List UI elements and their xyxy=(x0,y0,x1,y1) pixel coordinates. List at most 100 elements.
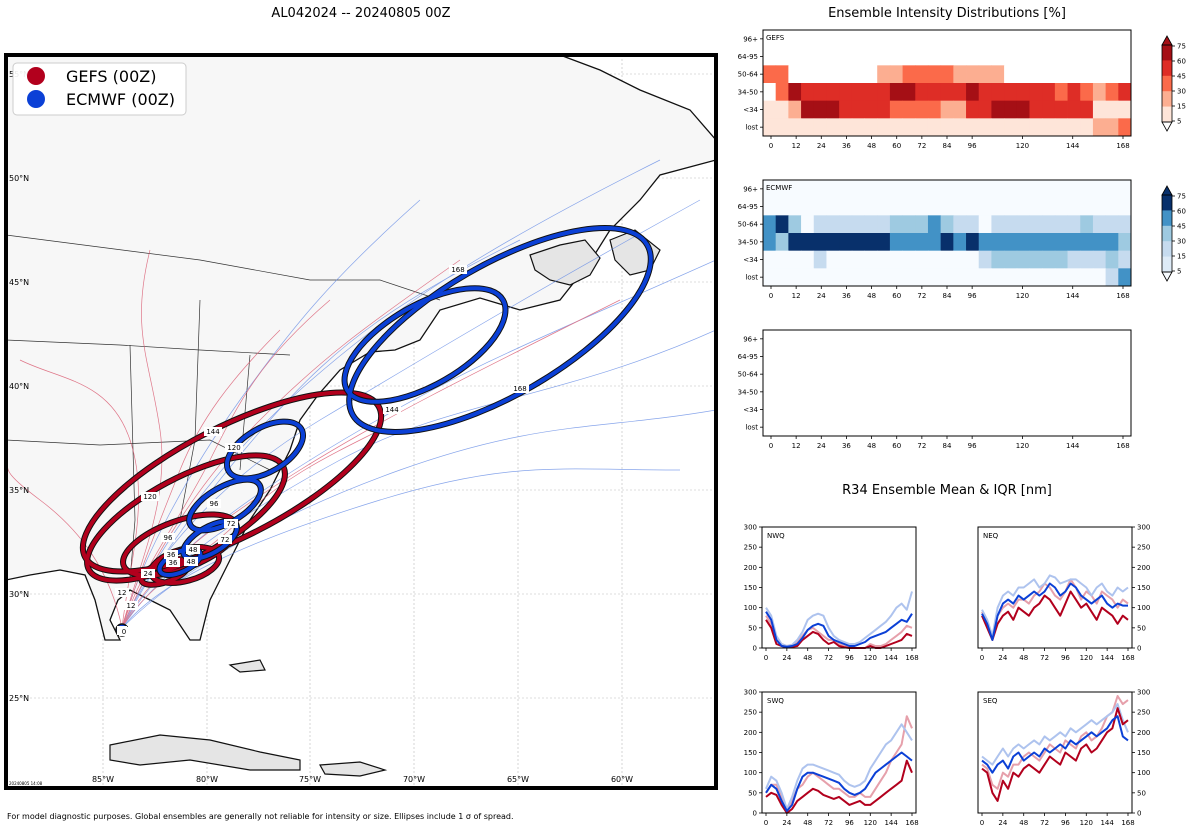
y-tick-label: <34 xyxy=(743,256,758,264)
heatmap-cell xyxy=(788,47,802,66)
heatmap-cell xyxy=(978,215,992,234)
heatmap-cell xyxy=(864,47,878,66)
heatmap-cell xyxy=(915,233,929,252)
heatmap-cell xyxy=(902,180,916,199)
heatmap-cell xyxy=(953,268,967,287)
heatmap-cell xyxy=(902,197,916,216)
heatmap-cell xyxy=(902,47,916,66)
track-map: AL042024 -- 20240805 00Z xyxy=(4,6,718,821)
heatmap-cell xyxy=(940,65,954,84)
intensity-heatmaps: GEFS 96+ 64-95 50-64 34-50 <34 lost 0 12 24 36 48 60… xyxy=(738,29,1186,450)
series-line-gefs-iqr-upper xyxy=(981,578,1129,637)
heatmap-cell xyxy=(763,250,777,269)
heatmap-cell xyxy=(1054,268,1068,287)
svg-text:120: 120 xyxy=(143,493,156,501)
heatmap-cell xyxy=(877,83,891,102)
y-tick-label: 96+ xyxy=(743,35,758,43)
heatmap-cell xyxy=(788,83,802,102)
x-tick-label: 120 xyxy=(1080,654,1093,662)
heatmap-cell xyxy=(1054,100,1068,119)
heatmap-cell xyxy=(839,233,853,252)
heatmap-cell xyxy=(927,30,942,49)
heatmap-cell xyxy=(966,233,980,252)
heatmap-cell xyxy=(877,180,891,199)
heatmap-cell xyxy=(889,100,903,119)
colorbar-tick-label: 75 xyxy=(1177,193,1186,201)
x-tick-label: 168 xyxy=(1121,819,1134,827)
panel-label: NWQ xyxy=(767,532,785,540)
x-tick-label: 48 xyxy=(803,819,812,827)
heatmap-cell xyxy=(889,83,903,102)
series-line-ecmwf xyxy=(981,715,1129,774)
heatmap-cell xyxy=(1080,30,1094,49)
heatmap-cell xyxy=(1105,65,1119,84)
heatmap-cell xyxy=(953,118,967,137)
heatmap-cell xyxy=(788,233,802,252)
heatmap-cell xyxy=(1004,30,1018,49)
x-tick-label: 144 xyxy=(1066,442,1080,450)
heatmap-cell xyxy=(826,47,840,66)
y-tick-label: 100 xyxy=(1137,769,1150,777)
y-tick-label: 96+ xyxy=(743,185,758,193)
heatmap-cell xyxy=(927,47,942,66)
heatmap-cell xyxy=(1029,250,1043,269)
heatmap-panel-label: ECMWF xyxy=(766,184,792,192)
heatmap-cell xyxy=(826,30,840,49)
colorbar-frame xyxy=(1161,194,1173,273)
gefs-hour-label: 36 xyxy=(164,550,178,559)
heatmap-cell xyxy=(864,100,878,119)
series-line-ecmwf-iqr-upper xyxy=(765,591,913,647)
colorbar-segment xyxy=(1162,241,1172,257)
heatmap-cell xyxy=(775,215,789,234)
heatmap-cell xyxy=(877,233,891,252)
heatmap-cell xyxy=(902,83,916,102)
heatmap-cell xyxy=(940,47,954,66)
ecmwf-legend-label: ECMWF (00Z) xyxy=(66,90,175,109)
y-tick-label: 96+ xyxy=(743,335,758,343)
x-tick-label: 120 xyxy=(1016,142,1029,150)
heatmap-cell xyxy=(902,30,916,49)
heatmap-cell xyxy=(1067,268,1081,287)
series-line-ecmwf xyxy=(765,751,913,812)
lat-label: 45°N xyxy=(9,278,29,287)
heatmap-cell xyxy=(1029,215,1043,234)
heatmap-cell xyxy=(788,250,802,269)
svg-text:168: 168 xyxy=(513,385,526,393)
heatmap-cell xyxy=(801,180,815,199)
heatmap-cell xyxy=(927,180,942,199)
heatmap-cell xyxy=(1080,47,1094,66)
heatmap-cell xyxy=(877,215,891,234)
x-tick-label: 72 xyxy=(1040,654,1049,662)
heatmap-cell xyxy=(1118,118,1132,137)
heatmap-cell xyxy=(1105,100,1119,119)
lon-label: 70°W xyxy=(403,775,425,784)
intensity-title: Ensemble Intensity Distributions [%] xyxy=(828,6,1066,21)
ecmwf-hour-label: 168 xyxy=(449,265,467,274)
heatmap-cell xyxy=(864,250,878,269)
heatmap-panel-3: 96+ 64-95 50-64 34-50 <34 lost 0 12 24 36 48 60 72 84… xyxy=(738,329,1132,450)
colorbar-tick-label: 45 xyxy=(1177,223,1186,231)
heatmap-cell xyxy=(978,180,992,199)
x-tick-label: 0 xyxy=(769,442,773,450)
colorbar-segment xyxy=(1162,75,1172,92)
ecmwf-hour-label: 12 xyxy=(124,601,138,610)
heatmap-cell xyxy=(801,250,815,269)
heatmap-cell xyxy=(1004,83,1018,102)
heatmap-cell xyxy=(978,197,992,216)
y-tick-label: 200 xyxy=(1137,729,1150,737)
heatmap-cell xyxy=(940,215,954,234)
colorbar-extend-top xyxy=(1161,35,1173,46)
heatmap-cell xyxy=(1067,100,1081,119)
y-tick-label: lost xyxy=(745,274,758,282)
heatmap-cell xyxy=(775,197,789,216)
heatmap-cell xyxy=(851,233,865,252)
colorbar-tick-label: 45 xyxy=(1177,73,1186,81)
heatmap-cell xyxy=(788,118,802,137)
heatmap-cell xyxy=(978,233,992,252)
svg-text:12: 12 xyxy=(127,602,136,610)
heatmap-panel-1: GEFS 96+ 64-95 50-64 34-50 <34 lost 0 12 24 36 48 60… xyxy=(738,29,1186,150)
heatmap-cell xyxy=(1105,30,1119,49)
x-tick-label: 72 xyxy=(917,442,926,450)
heatmap-cell xyxy=(915,118,929,137)
